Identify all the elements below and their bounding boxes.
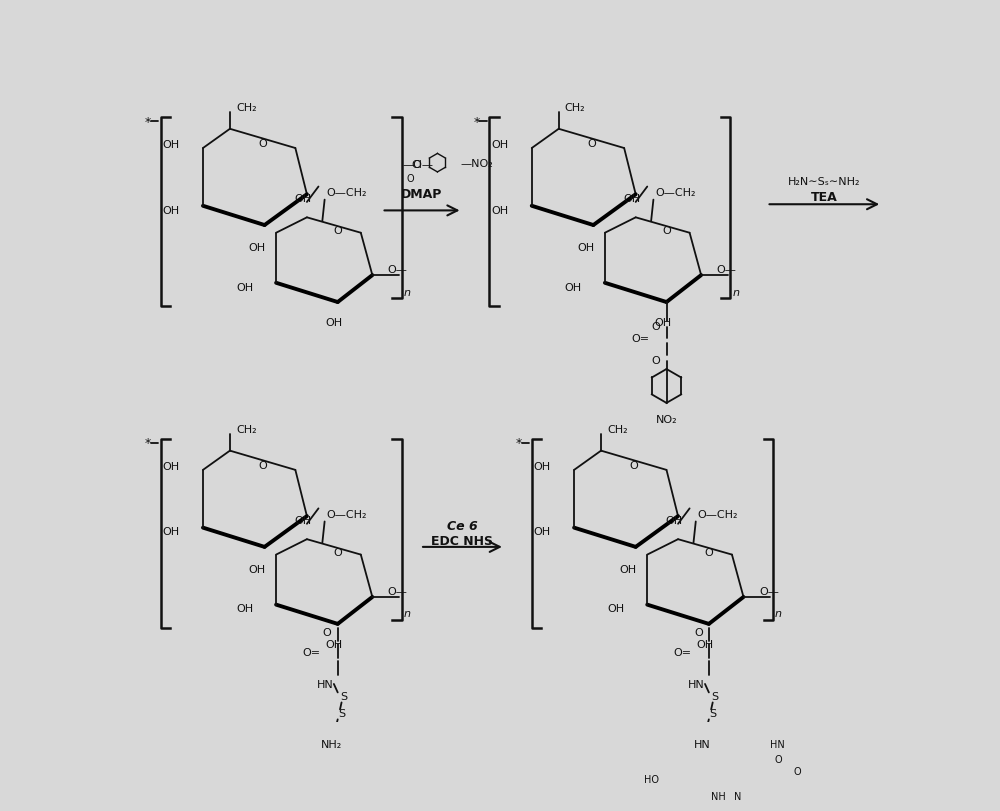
Text: O=: O= <box>303 647 321 658</box>
Text: O: O <box>662 225 671 235</box>
Text: O: O <box>258 461 267 470</box>
Text: O: O <box>629 461 638 470</box>
Text: CH₂: CH₂ <box>236 424 257 435</box>
Text: n: n <box>404 287 411 298</box>
Text: NH: NH <box>711 792 726 801</box>
Text: N: N <box>734 792 741 801</box>
Text: O: O <box>774 754 782 765</box>
Text: OH: OH <box>325 640 342 650</box>
Text: OH: OH <box>666 516 683 526</box>
Text: O: O <box>652 355 660 365</box>
Text: OH: OH <box>248 242 265 253</box>
Text: OH: OH <box>492 205 509 216</box>
Text: —O—: —O— <box>403 160 434 170</box>
Text: —NO₂: —NO₂ <box>461 158 493 169</box>
Text: O: O <box>323 628 332 637</box>
Text: O: O <box>587 139 596 149</box>
Text: O: O <box>407 174 414 184</box>
Text: OH: OH <box>492 140 509 150</box>
Text: OH: OH <box>236 603 253 614</box>
Text: n: n <box>404 609 411 619</box>
Text: S: S <box>711 692 719 702</box>
Text: OH: OH <box>294 516 312 526</box>
Text: O—: O— <box>388 264 408 275</box>
Text: OH: OH <box>577 242 594 253</box>
Text: HN: HN <box>770 739 785 749</box>
Text: O: O <box>794 766 801 776</box>
Text: OH: OH <box>163 205 180 216</box>
Text: NH₂: NH₂ <box>321 739 342 749</box>
Text: OH: OH <box>294 194 312 204</box>
Text: TEA: TEA <box>811 191 838 204</box>
Text: CH₂: CH₂ <box>565 103 585 113</box>
Text: O—CH₂: O—CH₂ <box>655 187 695 198</box>
Text: CH₂: CH₂ <box>607 424 628 435</box>
Text: HN: HN <box>317 680 334 689</box>
Text: O—: O— <box>759 586 779 596</box>
Text: Ce 6: Ce 6 <box>447 519 478 532</box>
Text: OH: OH <box>248 564 265 574</box>
Text: S: S <box>338 708 345 719</box>
Text: OH: OH <box>696 640 714 650</box>
Text: OH: OH <box>565 282 582 292</box>
Text: n: n <box>775 609 782 619</box>
Text: OH: OH <box>325 318 342 328</box>
Text: OH: OH <box>534 527 551 537</box>
Text: N: N <box>734 810 741 811</box>
Text: O—: O— <box>717 264 736 275</box>
Text: O—CH₂: O—CH₂ <box>326 509 367 519</box>
Text: HN: HN <box>688 680 705 689</box>
Text: EDC NHS: EDC NHS <box>431 534 493 547</box>
Text: O—CH₂: O—CH₂ <box>326 187 367 198</box>
Text: OH: OH <box>163 527 180 537</box>
Text: n: n <box>732 287 739 298</box>
Text: HN: HN <box>694 739 711 749</box>
Text: O: O <box>258 139 267 149</box>
Text: CH₂: CH₂ <box>236 103 257 113</box>
Text: *: * <box>144 115 151 128</box>
Text: O: O <box>704 547 713 557</box>
Text: O: O <box>652 321 660 332</box>
Text: O: O <box>694 628 703 637</box>
Text: OH: OH <box>534 461 551 471</box>
Text: O: O <box>333 225 342 235</box>
Text: Cl: Cl <box>411 160 422 170</box>
Text: O—: O— <box>388 586 408 596</box>
Text: *: * <box>144 437 151 450</box>
Text: O: O <box>333 547 342 557</box>
Text: OH: OH <box>623 194 640 204</box>
Text: OH: OH <box>619 564 637 574</box>
Text: OH: OH <box>163 461 180 471</box>
Text: DMAP: DMAP <box>401 187 443 200</box>
Text: OH: OH <box>607 603 624 614</box>
Text: O—CH₂: O—CH₂ <box>697 509 738 519</box>
Text: S: S <box>340 692 347 702</box>
Text: *: * <box>516 437 522 450</box>
Text: HO: HO <box>644 774 659 783</box>
Text: OH: OH <box>654 318 671 328</box>
Text: HN: HN <box>711 810 726 811</box>
Text: OH: OH <box>236 282 253 292</box>
Text: OH: OH <box>163 140 180 150</box>
Text: *: * <box>473 115 479 128</box>
Text: O=: O= <box>674 647 692 658</box>
Text: O=: O= <box>631 334 650 344</box>
Text: S: S <box>709 708 716 719</box>
Text: H₂N∼Sₛ∼NH₂: H₂N∼Sₛ∼NH₂ <box>788 177 861 187</box>
Text: NO₂: NO₂ <box>656 415 677 425</box>
